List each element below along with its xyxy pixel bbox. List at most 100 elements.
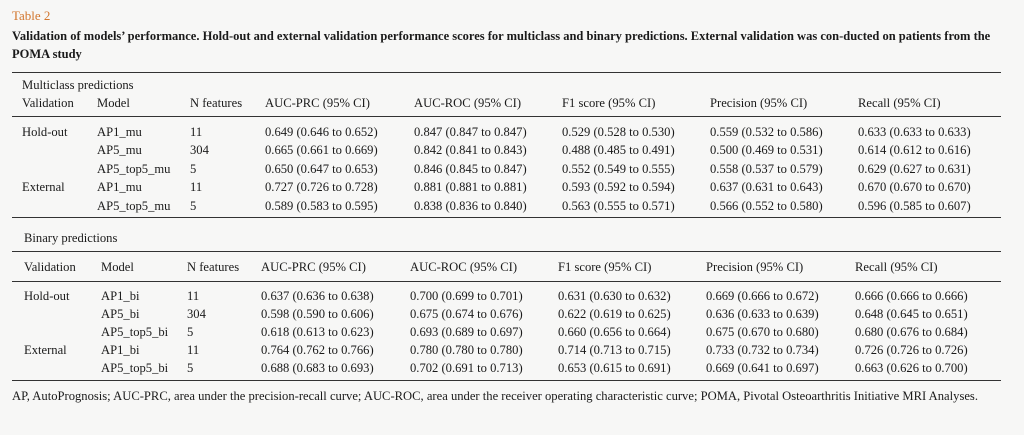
table-cell: 5 (187, 361, 194, 375)
model-name-cell: AP5_top5_bi (101, 361, 169, 375)
column-header: Model (101, 260, 134, 274)
table-cell: 0.670 (0.670 to 0.670) (858, 180, 971, 194)
table-cell: 0.842 (0.841 to 0.843) (414, 143, 527, 157)
section-divider-rule (12, 217, 1001, 218)
validation-group-label: External (24, 343, 67, 357)
table-cell: 0.702 (0.691 to 0.713) (410, 361, 523, 375)
table-cell: 0.666 (0.666 to 0.666) (855, 289, 968, 303)
table-cell: 0.563 (0.555 to 0.571) (562, 199, 675, 213)
table-cell: 0.598 (0.590 to 0.606) (261, 307, 374, 321)
table-cell: 0.649 (0.646 to 0.652) (265, 125, 378, 139)
table-cell: 0.637 (0.636 to 0.638) (261, 289, 374, 303)
validation-group-label: Hold-out (24, 289, 70, 303)
table-cell: 0.633 (0.633 to 0.633) (858, 125, 971, 139)
bottom-rule (12, 380, 1001, 381)
model-name-cell: AP1_bi (101, 343, 140, 357)
model-name-cell: AP1_bi (101, 289, 140, 303)
subhead-rule-binary (12, 251, 1001, 252)
table-cell: 0.596 (0.585 to 0.607) (858, 199, 971, 213)
table-cell: 0.727 (0.726 to 0.728) (265, 180, 378, 194)
table-cell: 5 (190, 162, 197, 176)
table-cell: 0.680 (0.676 to 0.684) (855, 325, 968, 339)
table-cell: 11 (187, 343, 200, 357)
table-cell: 0.650 (0.647 to 0.653) (265, 162, 378, 176)
table-cell: 0.669 (0.641 to 0.697) (706, 361, 819, 375)
column-header: Recall (95% CI) (858, 96, 941, 110)
column-header: F1 score (95% CI) (562, 96, 656, 110)
table-cell: 0.780 (0.780 to 0.780) (410, 343, 523, 357)
model-name-cell: AP5_bi (101, 307, 140, 321)
column-header: AUC-ROC (95% CI) (410, 260, 518, 274)
model-name-cell: AP1_mu (97, 125, 142, 139)
table-cell: 0.665 (0.661 to 0.669) (265, 143, 378, 157)
table-cell: 0.714 (0.713 to 0.715) (558, 343, 671, 357)
table-cell: 0.653 (0.615 to 0.691) (558, 361, 671, 375)
model-name-cell: AP1_mu (97, 180, 142, 194)
table-cell: 0.593 (0.592 to 0.594) (562, 180, 675, 194)
table-cell: 0.566 (0.552 to 0.580) (710, 199, 823, 213)
section-title-multiclass: Multiclass predictions (22, 78, 134, 92)
table-cell: 0.637 (0.631 to 0.643) (710, 180, 823, 194)
validation-group-label: External (22, 180, 65, 194)
table-cell: 0.614 (0.612 to 0.616) (858, 143, 971, 157)
table-cell: 0.618 (0.613 to 0.623) (261, 325, 374, 339)
table-cell: 11 (190, 125, 203, 139)
table-cell: 0.688 (0.683 to 0.693) (261, 361, 374, 375)
model-name-cell: AP5_top5_mu (97, 199, 171, 213)
column-header: AUC-PRC (95% CI) (261, 260, 366, 274)
column-header: Validation (22, 96, 74, 110)
table-cell: 5 (190, 199, 197, 213)
column-header: Validation (24, 260, 76, 274)
table-cell: 11 (190, 180, 203, 194)
table-cell: 304 (187, 307, 206, 321)
table-cell: 0.733 (0.732 to 0.734) (706, 343, 819, 357)
table-cell: 0.660 (0.656 to 0.664) (558, 325, 671, 339)
header-rule-binary (12, 281, 1001, 282)
header-rule-multiclass (12, 116, 1001, 117)
column-header: F1 score (95% CI) (558, 260, 652, 274)
table-cell: 0.529 (0.528 to 0.530) (562, 125, 675, 139)
table-cell: 0.558 (0.537 to 0.579) (710, 162, 823, 176)
validation-group-label: Hold-out (22, 125, 68, 139)
table-cell: 0.500 (0.469 to 0.531) (710, 143, 823, 157)
table-caption: Validation of models’ performance. Hold-… (12, 29, 991, 61)
model-name-cell: AP5_top5_mu (97, 162, 171, 176)
column-header: AUC-PRC (95% CI) (265, 96, 370, 110)
table-cell: 0.764 (0.762 to 0.766) (261, 343, 374, 357)
model-name-cell: AP5_mu (97, 143, 142, 157)
column-header: N features (187, 260, 240, 274)
table-cell: 0.838 (0.836 to 0.840) (414, 199, 527, 213)
column-header: Precision (95% CI) (710, 96, 808, 110)
table-cell: 0.631 (0.630 to 0.632) (558, 289, 671, 303)
table-cell: 11 (187, 289, 200, 303)
table-cell: 0.552 (0.549 to 0.555) (562, 162, 675, 176)
table-footnote: AP, AutoPrognosis; AUC-PRC, area under t… (12, 389, 978, 403)
table-cell: 0.700 (0.699 to 0.701) (410, 289, 523, 303)
table-cell: 0.675 (0.674 to 0.676) (410, 307, 523, 321)
table-cell: 0.589 (0.583 to 0.595) (265, 199, 378, 213)
table-cell: 0.629 (0.627 to 0.631) (858, 162, 971, 176)
column-header: Recall (95% CI) (855, 260, 938, 274)
table-cell: 0.881 (0.881 to 0.881) (414, 180, 527, 194)
table-cell: 0.847 (0.847 to 0.847) (414, 125, 527, 139)
table-cell: 0.559 (0.532 to 0.586) (710, 125, 823, 139)
table-cell: 0.488 (0.485 to 0.491) (562, 143, 675, 157)
column-header: Precision (95% CI) (706, 260, 804, 274)
table-cell: 0.648 (0.645 to 0.651) (855, 307, 968, 321)
table-cell: 0.663 (0.626 to 0.700) (855, 361, 968, 375)
model-name-cell: AP5_top5_bi (101, 325, 169, 339)
table-cell: 304 (190, 143, 209, 157)
table-cell: 0.675 (0.670 to 0.680) (706, 325, 819, 339)
table-label: Table 2 (12, 8, 51, 23)
table-cell: 5 (187, 325, 194, 339)
table-cell: 0.622 (0.619 to 0.625) (558, 307, 671, 321)
top-rule (12, 72, 1001, 73)
table-cell: 0.636 (0.633 to 0.639) (706, 307, 819, 321)
column-header: N features (190, 96, 243, 110)
column-header: Model (97, 96, 130, 110)
column-header: AUC-ROC (95% CI) (414, 96, 522, 110)
table-cell: 0.846 (0.845 to 0.847) (414, 162, 527, 176)
table-cell: 0.726 (0.726 to 0.726) (855, 343, 968, 357)
table-cell: 0.693 (0.689 to 0.697) (410, 325, 523, 339)
section-title-binary: Binary predictions (24, 231, 118, 245)
